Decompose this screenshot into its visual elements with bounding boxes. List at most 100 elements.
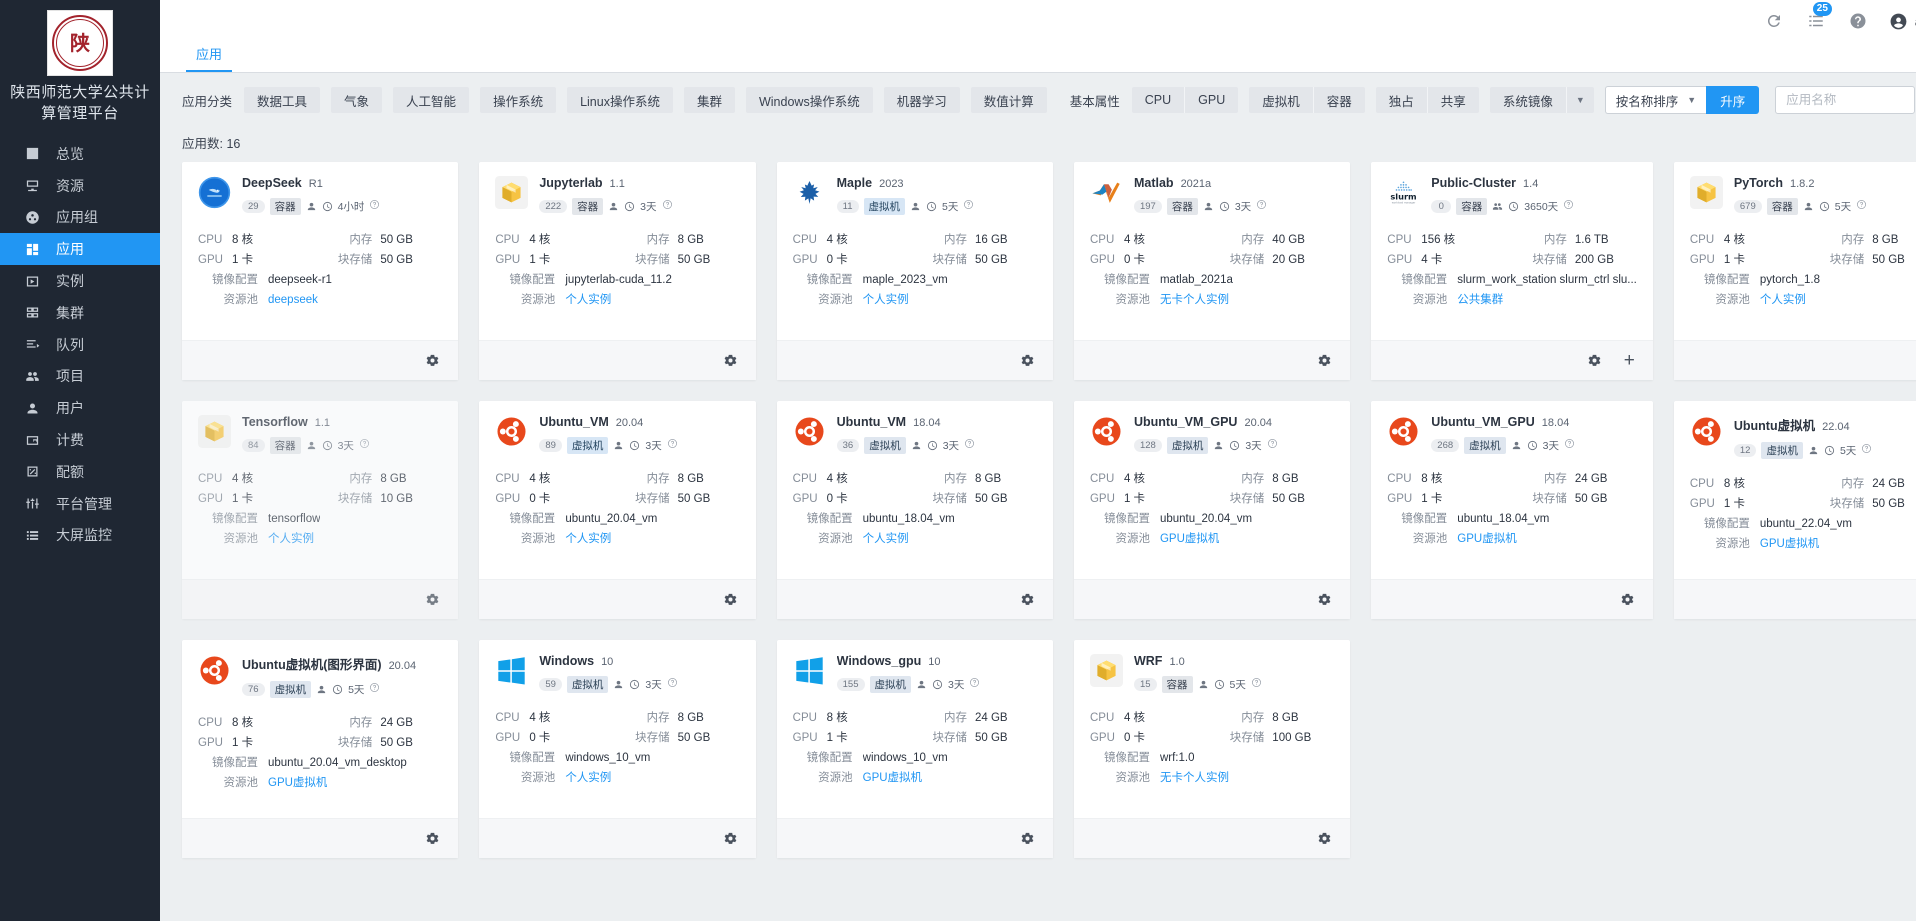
resource-pool-link[interactable]: GPU虚拟机: [1457, 533, 1517, 545]
search-input[interactable]: [1786, 93, 1905, 107]
resource-pool-link[interactable]: GPU虚拟机: [1159, 533, 1220, 545]
help-icon[interactable]: [1564, 436, 1575, 454]
app-card[interactable]: slurm workload manager Public-Cluster 1.4 0 容…: [1371, 162, 1653, 380]
filter-chip-cat-7[interactable]: 机器学习: [883, 87, 960, 113]
resource-pool-link[interactable]: 个人实例: [268, 533, 314, 545]
filter-chip-attr-2-1[interactable]: 共享: [1427, 87, 1479, 113]
sidebar-item-7[interactable]: 项目: [0, 361, 160, 393]
help-icon[interactable]: [369, 680, 380, 698]
gear-icon[interactable]: [1587, 353, 1602, 368]
sort-select[interactable]: 按名称排序 ▼: [1604, 86, 1707, 114]
resource-pool-link[interactable]: 个人实例: [1759, 294, 1806, 306]
help-icon[interactable]: [1256, 197, 1267, 215]
sidebar-item-0[interactable]: 总览: [0, 138, 160, 170]
app-card[interactable]: Ubuntu虚拟机(图形界面) 20.04 76 虚拟机 5天 CPU 8 核 内存 24 GB…: [182, 640, 459, 858]
gear-icon[interactable]: [723, 353, 738, 368]
resource-pool-link[interactable]: 无卡个人实例: [1159, 772, 1229, 784]
sidebar-item-2[interactable]: 应用组: [0, 202, 160, 234]
help-icon[interactable]: [1267, 436, 1278, 454]
filter-chip-cat-1[interactable]: 气象: [331, 87, 383, 113]
filter-chip-cat-5[interactable]: 集群: [683, 87, 735, 113]
app-card[interactable]: Matlab 2021a 197 容器 3天 CPU 4 核 内存 40 GB GPU 0 卡 块存储…: [1073, 162, 1351, 380]
sort-order-button[interactable]: 升序: [1706, 86, 1760, 114]
help-icon[interactable]: [662, 197, 673, 215]
app-card[interactable]: Ubuntu_VM_GPU 20.04 128 虚拟机 3天 CPU 4 核 内存 8 GB GP…: [1073, 401, 1351, 619]
resource-pool-link[interactable]: GPU虚拟机: [268, 777, 328, 789]
app-card[interactable]: Ubuntu_VM_GPU 18.04 268 虚拟机 3天 CPU 8 核 内存 24 GB G…: [1371, 401, 1653, 619]
filter-chip-cat-0[interactable]: 数据工具: [244, 87, 321, 113]
gear-icon[interactable]: [425, 353, 440, 368]
filter-chip-attr-0-0[interactable]: CPU: [1131, 87, 1186, 113]
sidebar-item-10[interactable]: 配额: [0, 456, 160, 488]
filter-chip-cat-6[interactable]: Windows操作系统: [745, 87, 873, 113]
task-list-icon[interactable]: 25: [1805, 2, 1832, 32]
app-card[interactable]: Ubuntu虚拟机 22.04 12 虚拟机 5天 CPU 8 核 内存 24 GB GPU 1 卡…: [1673, 401, 1916, 619]
app-card[interactable]: Tensorflow 1.1 84 容器 3天 CPU 4 核 内存 8 GB GPU 1 卡 块存储…: [182, 401, 459, 619]
filter-chip-attr-1-1[interactable]: 容器: [1313, 87, 1365, 113]
gear-icon[interactable]: [723, 831, 738, 846]
help-icon[interactable]: [1251, 675, 1262, 693]
gear-icon[interactable]: [1317, 592, 1332, 607]
resource-pool-link[interactable]: deepseek: [268, 294, 318, 306]
sidebar-item-6[interactable]: 队列: [0, 329, 160, 361]
add-icon[interactable]: +: [1623, 350, 1635, 371]
gear-icon[interactable]: [1020, 353, 1035, 368]
help-icon[interactable]: [969, 675, 980, 693]
app-card[interactable]: Jupyterlab 1.1 222 容器 3天 CPU 4 核 内存 8 GB GPU 1 卡 块存…: [479, 162, 756, 380]
app-card[interactable]: PyTorch 1.8.2 679 容器 5天 CPU 4 核 内存 8 GB GPU 1 卡 块存储…: [1673, 162, 1916, 380]
app-card[interactable]: Windows_gpu 10 155 虚拟机 3天 CPU 8 核 内存 24 GB GPU 1 卡…: [776, 640, 1053, 858]
gear-icon[interactable]: [1020, 592, 1035, 607]
resource-pool-link[interactable]: GPU虚拟机: [862, 772, 923, 784]
sidebar-item-5[interactable]: 集群: [0, 297, 160, 329]
chevron-down-icon[interactable]: ▼: [1566, 87, 1594, 113]
sidebar-item-12[interactable]: 大屏监控: [0, 520, 160, 552]
gear-icon[interactable]: [425, 592, 440, 607]
sidebar-item-9[interactable]: 计费: [0, 424, 160, 456]
app-card[interactable]: Windows 10 59 虚拟机 3天 CPU 4 核 内存 8 GB GPU 0 卡 块存储 50 …: [479, 640, 756, 858]
gear-icon[interactable]: [1620, 592, 1635, 607]
refresh-icon[interactable]: [1763, 10, 1785, 32]
help-icon[interactable]: [667, 436, 678, 454]
app-card[interactable]: Ubuntu_VM 18.04 36 虚拟机 3天 CPU 4 核 内存 8 GB GPU 0 卡 块…: [776, 401, 1053, 619]
resource-pool-link[interactable]: 个人实例: [862, 533, 909, 545]
help-icon[interactable]: [369, 197, 380, 215]
filter-chip-cat-2[interactable]: 人工智能: [393, 87, 470, 113]
user-menu[interactable]: admin: [1889, 12, 1916, 31]
filter-chip-cat-8[interactable]: 数值计算: [970, 87, 1047, 113]
resource-pool-link[interactable]: GPU虚拟机: [1759, 538, 1820, 550]
help-icon[interactable]: [359, 436, 370, 454]
filter-chip-attr-2-0[interactable]: 独占: [1375, 87, 1428, 113]
resource-pool-link[interactable]: 个人实例: [565, 294, 612, 306]
help-icon[interactable]: [964, 436, 975, 454]
filter-chip-cat-4[interactable]: Linux操作系统: [567, 87, 673, 113]
app-card[interactable]: DeepSeek R1 29 容器 4小时 CPU 8 核 内存 50 GB GPU 1 卡 块存储 5…: [182, 162, 459, 380]
gear-icon[interactable]: [723, 592, 738, 607]
gear-icon[interactable]: [1020, 831, 1035, 846]
filter-chip-attr-0-1[interactable]: GPU: [1185, 87, 1239, 113]
help-icon[interactable]: [1861, 441, 1872, 459]
sidebar-item-3[interactable]: 应用: [0, 233, 160, 266]
sidebar-item-8[interactable]: 用户: [0, 392, 160, 424]
app-card[interactable]: Maple 2023 11 虚拟机 5天 CPU 4 核 内存 16 GB GPU 0 卡 块存储 50…: [776, 162, 1053, 380]
app-card[interactable]: WRF 1.0 15 容器 5天 CPU 4 核 内存 8 GB GPU 0 卡 块存储 100 GB 镜…: [1073, 640, 1351, 858]
app-card[interactable]: Ubuntu_VM 20.04 89 虚拟机 3天 CPU 4 核 内存 8 GB GPU 0 卡 块…: [479, 401, 756, 619]
gear-icon[interactable]: [1317, 353, 1332, 368]
help-icon[interactable]: [1856, 197, 1867, 215]
sidebar-item-11[interactable]: 平台管理: [0, 488, 160, 520]
resource-pool-link[interactable]: 个人实例: [565, 772, 612, 784]
filter-chip-system-image[interactable]: 系统镜像: [1489, 87, 1567, 113]
sidebar-item-4[interactable]: 实例: [0, 265, 160, 297]
cards-scroll-area[interactable]: DeepSeek R1 29 容器 4小时 CPU 8 核内存 50 GB GPU 1 卡块存储 5…: [160, 152, 1916, 921]
help-icon[interactable]: [963, 197, 974, 215]
help-icon[interactable]: [1563, 197, 1574, 215]
filter-chip-cat-3[interactable]: 操作系统: [480, 87, 557, 113]
help-icon[interactable]: [667, 675, 678, 693]
resource-pool-link[interactable]: 个人实例: [862, 294, 909, 306]
tab-apps[interactable]: 应用: [186, 44, 233, 72]
resource-pool-link[interactable]: 公共集群: [1457, 294, 1504, 306]
gear-icon[interactable]: [1317, 831, 1332, 846]
search-box[interactable]: [1775, 86, 1916, 114]
filter-chip-attr-1-0[interactable]: 虚拟机: [1249, 87, 1314, 113]
sidebar-item-1[interactable]: 资源: [0, 170, 160, 202]
resource-pool-link[interactable]: 个人实例: [565, 533, 612, 545]
